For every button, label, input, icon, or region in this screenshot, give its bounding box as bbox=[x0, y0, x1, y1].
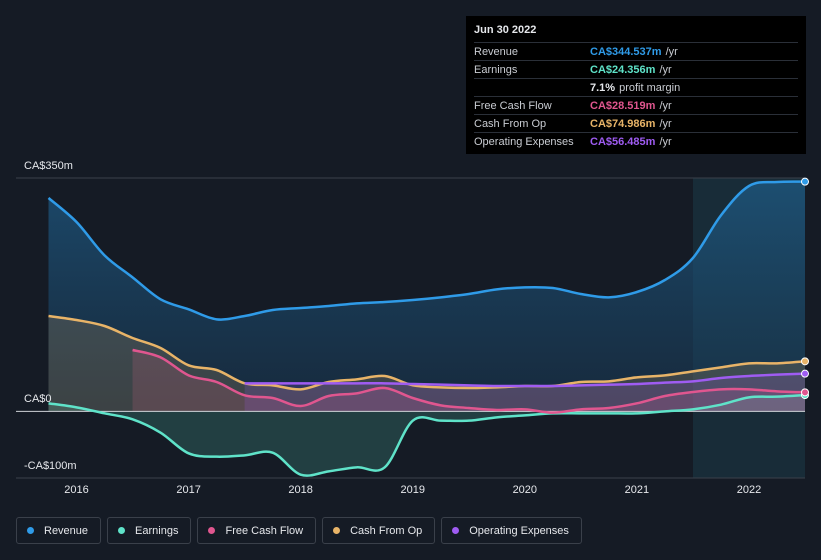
x-tick-label: 2021 bbox=[625, 484, 649, 496]
legend-dot bbox=[208, 527, 216, 534]
legend-label: Cash From Op bbox=[350, 524, 423, 537]
row-unit: /yr bbox=[665, 45, 678, 58]
legend-item[interactable]: Earnings bbox=[107, 517, 192, 544]
y-tick-label: CA$0 bbox=[24, 393, 52, 405]
margin-value: 7.1% bbox=[590, 81, 616, 94]
row-value: CA$28.519m bbox=[590, 99, 656, 112]
legend-label: Earnings bbox=[135, 524, 179, 537]
series-line bbox=[47, 180, 806, 321]
row-label: Earnings bbox=[474, 63, 518, 76]
end-dot bbox=[801, 388, 809, 397]
legend-label: Operating Expenses bbox=[469, 524, 569, 537]
y-tick-label: -CA$100m bbox=[24, 460, 77, 472]
area-fill bbox=[132, 350, 805, 413]
end-dot bbox=[801, 369, 809, 378]
row-value: CA$24.356m bbox=[590, 63, 656, 76]
legend-item[interactable]: Revenue bbox=[16, 517, 102, 544]
row-value: CA$56.485m bbox=[590, 135, 656, 148]
end-dot bbox=[801, 177, 809, 186]
legend-item[interactable]: Cash From Op bbox=[322, 517, 436, 544]
tooltip-row: Free Cash Flow CA$28.519m/yr bbox=[474, 96, 798, 114]
y-tick-label: CA$350m bbox=[24, 160, 73, 172]
tooltip-date: Jun 30 2022 bbox=[474, 24, 537, 36]
legend-dot bbox=[333, 527, 341, 534]
tooltip-row: Cash From Op CA$74.986m/yr bbox=[474, 114, 798, 132]
x-tick-label: 2020 bbox=[513, 484, 537, 496]
legend-item[interactable]: Operating Expenses bbox=[441, 517, 582, 544]
legend-label: Revenue bbox=[44, 524, 89, 537]
legend-label: Free Cash Flow bbox=[225, 524, 304, 537]
tooltip-row: Earnings CA$24.356m/yr bbox=[474, 60, 798, 78]
legend: Revenue Earnings Free Cash Flow Cash From O… bbox=[16, 517, 582, 544]
legend-dot bbox=[27, 527, 34, 534]
row-value: CA$344.537m bbox=[590, 45, 662, 58]
row-label: Revenue bbox=[474, 45, 519, 58]
legend-dot bbox=[452, 527, 460, 534]
row-unit: /yr bbox=[659, 99, 672, 112]
chart: CA$350m CA$0 -CA$100m 2016 2017 2018 2019 2020 2… bbox=[16, 160, 809, 496]
series-line bbox=[48, 393, 806, 477]
legend-dot bbox=[118, 527, 126, 534]
area-fill bbox=[48, 181, 806, 412]
legend-item[interactable]: Free Cash Flow bbox=[197, 517, 317, 544]
x-tick-label: 2022 bbox=[737, 484, 761, 496]
tooltip: Jun 30 2022 Revenue CA$344.537m/yr Earnings… bbox=[466, 16, 806, 154]
x-tick-label: 2017 bbox=[176, 484, 200, 496]
row-unit: /yr bbox=[659, 117, 672, 130]
end-dot bbox=[801, 357, 809, 366]
margin-text: profit margin bbox=[619, 81, 681, 94]
tooltip-row: Revenue CA$344.537m/yr bbox=[474, 42, 798, 60]
series-line bbox=[244, 372, 806, 388]
row-unit: /yr bbox=[659, 63, 672, 76]
x-tick-label: 2019 bbox=[400, 484, 424, 496]
series-line bbox=[132, 348, 806, 414]
row-unit: /yr bbox=[659, 135, 672, 148]
x-tick-label: 2018 bbox=[288, 484, 312, 496]
series-line bbox=[48, 314, 806, 391]
area-fill bbox=[48, 316, 806, 412]
row-value: CA$74.986m bbox=[590, 117, 656, 130]
row-label: Free Cash Flow bbox=[474, 99, 552, 112]
row-label: Operating Expenses bbox=[474, 135, 574, 148]
row-label: Cash From Op bbox=[474, 117, 547, 130]
tooltip-row: 7.1% profit margin bbox=[474, 78, 798, 96]
tooltip-row: Operating Expenses CA$56.485m/yr bbox=[474, 132, 798, 150]
x-tick-label: 2016 bbox=[64, 484, 88, 496]
